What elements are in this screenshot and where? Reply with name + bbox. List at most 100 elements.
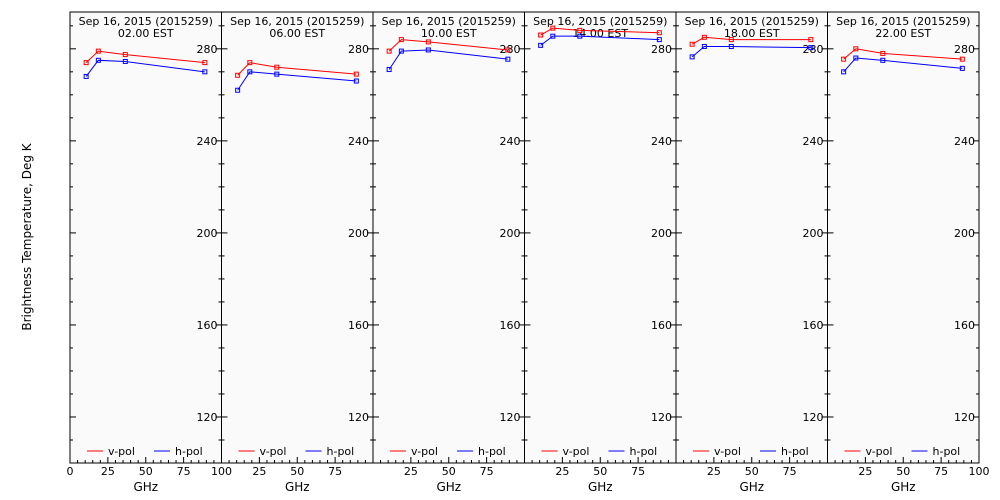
x-tick-label: 50 [290,465,304,478]
series-line-v-pol [691,36,811,45]
y-tick-label: 280 [954,43,975,56]
data-point-v-pol [701,34,707,40]
data-point-v-pol [656,30,662,36]
y-tick-label: 200 [651,227,672,240]
data-point-h-pol [728,44,734,50]
y-tick-label: 200 [803,227,824,240]
data-point-h-pol [577,33,583,39]
series-line-h-pol [691,46,811,58]
data-point-h-pol [808,45,814,51]
y-tick-label: 200 [500,227,521,240]
legend-label-h-pol: h-pol [781,445,809,458]
data-point-h-pol [353,78,359,84]
data-point-v-pol [880,50,886,56]
series-line-v-pol [388,39,508,52]
panel-title: Sep 16, 2015 (2015259) [685,15,819,28]
x-tick-label: 75 [934,465,948,478]
panels-group: Sep 16, 2015 (2015259)02.00 EST120160200… [67,11,990,494]
data-point-v-pol [247,60,253,66]
data-point-v-pol [550,25,556,31]
series-line-v-pol [843,48,963,60]
panel-subtitle: 22.00 EST [875,27,931,40]
data-point-v-pol [425,39,431,45]
x-tick-label: 25 [555,465,569,478]
plot-frame [372,11,525,464]
data-point-v-pol [728,37,734,43]
x-tick-label: 75 [328,465,342,478]
x-axis-label: GHz [436,480,461,494]
y-tick-label: 280 [651,43,672,56]
x-tick-label: 100 [969,465,990,478]
y-tick-label: 160 [803,319,824,332]
y-tick-label: 120 [651,411,672,424]
data-point-v-pol [577,27,583,33]
data-point-v-pol [235,72,241,78]
series-line-h-pol [540,35,660,46]
legend-label-h-pol: h-pol [478,445,506,458]
data-point-h-pol [235,87,241,93]
data-point-h-pol [656,37,662,43]
legend-label-v-pol: v-pol [411,445,438,458]
x-tick-label: 50 [139,465,153,478]
y-tick-label: 160 [954,319,975,332]
x-tick-label: 75 [480,465,494,478]
y-tick-label: 240 [651,135,672,148]
data-point-v-pol [353,71,359,77]
x-tick-label: 75 [631,465,645,478]
data-point-v-pol [83,60,89,66]
data-point-v-pol [538,32,544,38]
data-point-v-pol [274,64,280,70]
x-tick-label: 100 [211,465,232,478]
panel-title: Sep 16, 2015 (2015259) [79,15,213,28]
y-tick-label: 200 [348,227,369,240]
chart-panel-1: Sep 16, 2015 (2015259)06.00 EST 120 160 200… [221,11,374,494]
plot-frame [221,11,374,464]
data-point-v-pol [841,56,847,62]
data-point-h-pol [550,33,556,39]
y-tick-label: 200 [954,227,975,240]
data-point-h-pol [538,42,544,48]
x-axis-label: GHz [588,480,613,494]
y-tick-label: 240 [197,135,218,148]
panel-title: Sep 16, 2015 (2015259) [533,15,667,28]
x-tick-label: 25 [858,465,872,478]
y-tick-label: 120 [803,411,824,424]
chart-panel-3: Sep 16, 2015 (2015259)14.00 EST120160200… [524,11,677,494]
x-tick-label: 0 [67,465,74,478]
x-tick-label: 50 [745,465,759,478]
data-point-v-pol [959,56,965,62]
data-point-h-pol [386,67,392,73]
data-point-h-pol [398,48,404,54]
x-axis-label: GHz [285,480,310,494]
y-tick-label: 160 [348,319,369,332]
y-tick-label: 240 [803,135,824,148]
y-tick-label: 120 [348,411,369,424]
data-point-h-pol [425,47,431,53]
legend-label-h-pol: h-pol [175,445,203,458]
y-tick-label: 200 [197,227,218,240]
data-point-v-pol [853,46,859,52]
legend-label-v-pol: v-pol [108,445,135,458]
y-tick-label: 240 [500,135,521,148]
plot-frame [827,11,980,464]
y-tick-label: 120 [954,411,975,424]
y-tick-label: 160 [197,319,218,332]
legend-label-v-pol: v-pol [563,445,590,458]
y-tick-label: 120 [500,411,521,424]
y-tick-label: 280 [197,43,218,56]
panel-subtitle: 02.00 EST [118,27,174,40]
data-point-h-pol [841,69,847,75]
y-tick-label: 160 [500,319,521,332]
series-line-v-pol [85,50,205,64]
panel-title: Sep 16, 2015 (2015259) [836,15,970,28]
panel-subtitle: 18.00 EST [724,27,780,40]
y-tick-label: 280 [348,43,369,56]
legend-label-v-pol: v-pol [714,445,741,458]
chart-panel-5: Sep 16, 2015 (2015259)22.00 EST 120 160 200… [827,11,990,494]
series-line-v-pol [540,27,660,36]
y-tick-label: 160 [651,319,672,332]
panel-subtitle: 10.00 EST [421,27,477,40]
data-point-v-pol [505,47,511,53]
plot-frame [69,11,222,464]
